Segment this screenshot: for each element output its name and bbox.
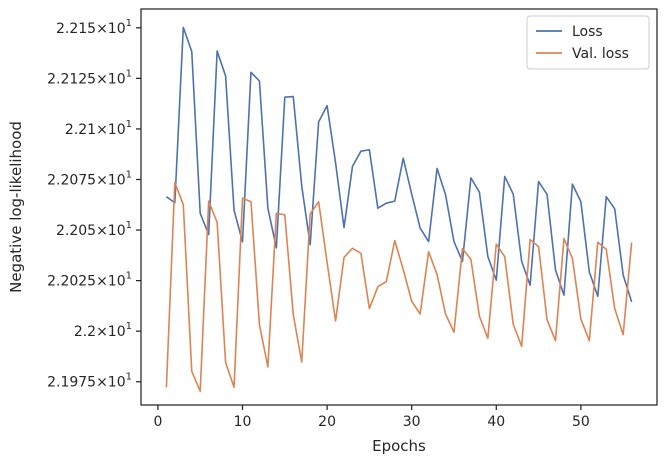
x-tick-label: 50 xyxy=(572,414,590,430)
x-axis-label: Epochs xyxy=(372,437,426,455)
plot-lines xyxy=(165,26,633,393)
legend: Loss Val. loss xyxy=(526,15,650,70)
y-axis: 2.1975×101 2.2×101 2.2025×101 2.205×101 2.20… xyxy=(47,18,141,391)
y-tick-label: 2.205×101 xyxy=(56,220,132,239)
x-axis: 0 10 20 30 40 50 xyxy=(153,405,590,430)
y-tick-label: 2.2125×101 xyxy=(47,68,132,87)
y-tick-label: 2.2×101 xyxy=(74,321,132,340)
x-tick-label: 20 xyxy=(318,414,336,430)
legend-label: Loss xyxy=(572,24,603,40)
y-tick-label: 2.2025×101 xyxy=(47,271,132,290)
legend-box xyxy=(526,15,650,70)
x-tick-label: 40 xyxy=(487,414,505,430)
legend-label: Val. loss xyxy=(572,46,629,62)
y-tick-label: 2.1975×101 xyxy=(47,372,132,391)
x-tick-label: 10 xyxy=(234,414,252,430)
series-line-2 xyxy=(165,181,633,393)
y-axis-label: Negative log-likelihood xyxy=(7,121,25,293)
y-tick-label: 2.215×101 xyxy=(56,18,132,37)
x-tick-label: 0 xyxy=(153,414,162,430)
x-tick-label: 30 xyxy=(403,414,421,430)
series-line-1 xyxy=(165,26,633,303)
y-tick-label: 2.2075×101 xyxy=(47,169,132,188)
plot-frame xyxy=(140,8,658,406)
y-tick-label: 2.21×101 xyxy=(65,119,132,138)
